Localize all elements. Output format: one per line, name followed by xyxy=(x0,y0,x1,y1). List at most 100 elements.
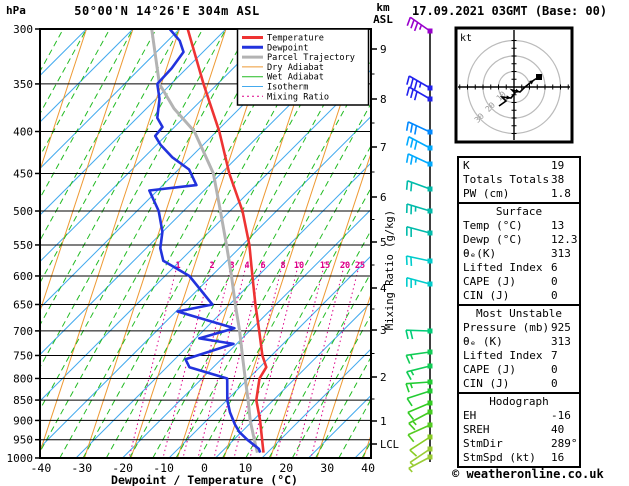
km-tick-label: 9 xyxy=(380,43,387,56)
legend-label: Temperature xyxy=(267,34,324,44)
stats-row-value: 13 xyxy=(551,219,565,232)
wet-adiabat-line xyxy=(291,313,371,458)
mixing-ratio-label: 8 xyxy=(280,261,285,271)
stats-row: StmDir 289° xyxy=(459,437,579,451)
stats-row: CAPE (J) 0 xyxy=(459,363,579,377)
stats-row-label: CIN (J) xyxy=(463,289,510,302)
temp-tick-label: -20 xyxy=(112,461,133,475)
stats-row: CAPE (J) 0 xyxy=(459,275,579,289)
hodograph-arrowhead xyxy=(515,88,520,94)
temp-tick-label: -30 xyxy=(71,461,92,475)
mixing-ratio-line xyxy=(182,261,233,458)
isotherm-line xyxy=(75,162,371,458)
stats-row: K 19 xyxy=(459,159,579,173)
stats-row-value: -16 xyxy=(551,409,571,422)
mixing-ratio-line xyxy=(213,261,264,458)
stats-row-label: Lifted Index xyxy=(463,261,543,274)
parcel-trajectory-curve xyxy=(150,29,259,453)
wind-barb xyxy=(408,409,433,431)
mixing-ratio-label: 20 xyxy=(340,261,350,271)
wind-barb xyxy=(406,16,433,34)
stats-row-label: StmSpd (kt) xyxy=(463,451,536,464)
plot-frame xyxy=(39,28,372,459)
stats-row-label: PW (cm) xyxy=(463,187,510,200)
stats-row-label: θₑ (K) xyxy=(463,335,503,348)
station-title: 50°00'N 14°26'E 304m ASL xyxy=(74,4,260,18)
km-tick-label: 7 xyxy=(380,141,387,154)
isotherm-line xyxy=(215,301,371,458)
mixing-ratio-label: 3 xyxy=(229,261,234,271)
pressure-tick-label: 600 xyxy=(13,270,33,283)
stats-box-most-unstable: Most Unstable Pressure (mb) 925 θₑ (K) 313 Li… xyxy=(457,304,581,394)
pressure-tick-label: 650 xyxy=(13,298,33,311)
wet-adiabat-line xyxy=(40,29,273,453)
pressure-tick-label: 450 xyxy=(13,167,33,180)
wind-barb xyxy=(405,121,433,135)
wet-adiabat-line xyxy=(40,29,180,284)
legend-label: Mixing Ratio xyxy=(267,92,329,102)
stats-row: SREH 40 xyxy=(459,423,579,437)
mixing-ratio-line xyxy=(128,261,179,458)
wind-barb xyxy=(406,86,433,102)
stats-row-value: 1.8 xyxy=(551,187,571,200)
stats-box-title: Hodograph xyxy=(489,395,549,408)
wind-barb xyxy=(406,363,433,381)
stats-row-value: 0 xyxy=(551,275,558,288)
stats-row-label: Dewp (°C) xyxy=(463,233,523,246)
temp-tick-label: 40 xyxy=(361,461,375,475)
stats-row-value: 0 xyxy=(551,377,558,390)
wet-adiabat-line xyxy=(152,60,371,458)
temp-tick-label: -10 xyxy=(153,461,174,475)
temp-tick-label: 10 xyxy=(238,461,252,475)
wind-barb xyxy=(405,180,433,192)
stats-row: Temp (°C) 13 xyxy=(459,219,579,233)
km-tick-label: 3 xyxy=(380,324,387,337)
wet-adiabat-line xyxy=(105,29,343,458)
wet-adiabat-line xyxy=(198,144,371,458)
stats-row-value: 925 xyxy=(551,321,571,334)
mixing-ratio-line xyxy=(275,261,326,458)
date-title: 17.09.2021 03GMT (Base: 00) xyxy=(412,4,608,18)
mixing-ratio-label: 25 xyxy=(355,261,365,271)
pressure-tick-label: 700 xyxy=(13,325,33,338)
isotherm-line xyxy=(40,29,273,263)
wet-adiabat-line xyxy=(82,29,320,458)
temp-tick-label: 20 xyxy=(279,461,293,475)
temp-tick-label: 30 xyxy=(320,461,334,475)
legend-label: Isotherm xyxy=(267,83,308,93)
stats-row: Dewp (°C) 12.3 xyxy=(459,233,579,247)
stats-row-label: StmDir xyxy=(463,437,503,450)
stats-row-label: CAPE (J) xyxy=(463,275,516,288)
isotherm-line xyxy=(40,29,227,216)
wet-adiabat-line xyxy=(175,102,371,458)
stats-row: θₑ(K) 313 xyxy=(459,247,579,261)
stats-row: EH -16 xyxy=(459,409,579,423)
wet-adiabat-line xyxy=(40,29,250,411)
pressure-tick-label: 1000 xyxy=(7,452,34,465)
wind-barb xyxy=(405,153,433,167)
altitude-axis-unit-km: km xyxy=(376,1,390,14)
stats-row-label: θₑ(K) xyxy=(463,247,497,260)
isotherm-line xyxy=(40,29,134,123)
dry-adiabat-line xyxy=(40,29,180,454)
stats-row: Lifted Index 7 xyxy=(459,349,579,363)
pressure-tick-label: 750 xyxy=(13,349,33,362)
isotherm-line xyxy=(40,29,180,170)
stats-box-title: Surface xyxy=(495,205,543,218)
wind-barb xyxy=(406,226,433,237)
legend-label: Parcel Trajectory xyxy=(267,53,355,63)
credit-footer: © weatheronline.co.uk xyxy=(452,467,604,481)
stats-row-value: 16 xyxy=(551,451,565,464)
mixing-ratio-line xyxy=(197,261,248,458)
altitude-axis-unit: km ASL xyxy=(366,2,400,26)
wet-adiabat-line xyxy=(59,29,297,458)
wet-adiabat-line xyxy=(315,356,371,458)
pressure-tick-label: 800 xyxy=(13,372,33,385)
km-tick-label: 5 xyxy=(380,236,387,249)
stats-row-label: Temp (°C) xyxy=(463,219,523,232)
stats-box-title: Most Unstable xyxy=(475,307,563,320)
dewpoint-curve xyxy=(148,29,262,454)
mixing-ratio-line xyxy=(310,261,361,458)
pressure-tick-label: 350 xyxy=(13,78,33,91)
